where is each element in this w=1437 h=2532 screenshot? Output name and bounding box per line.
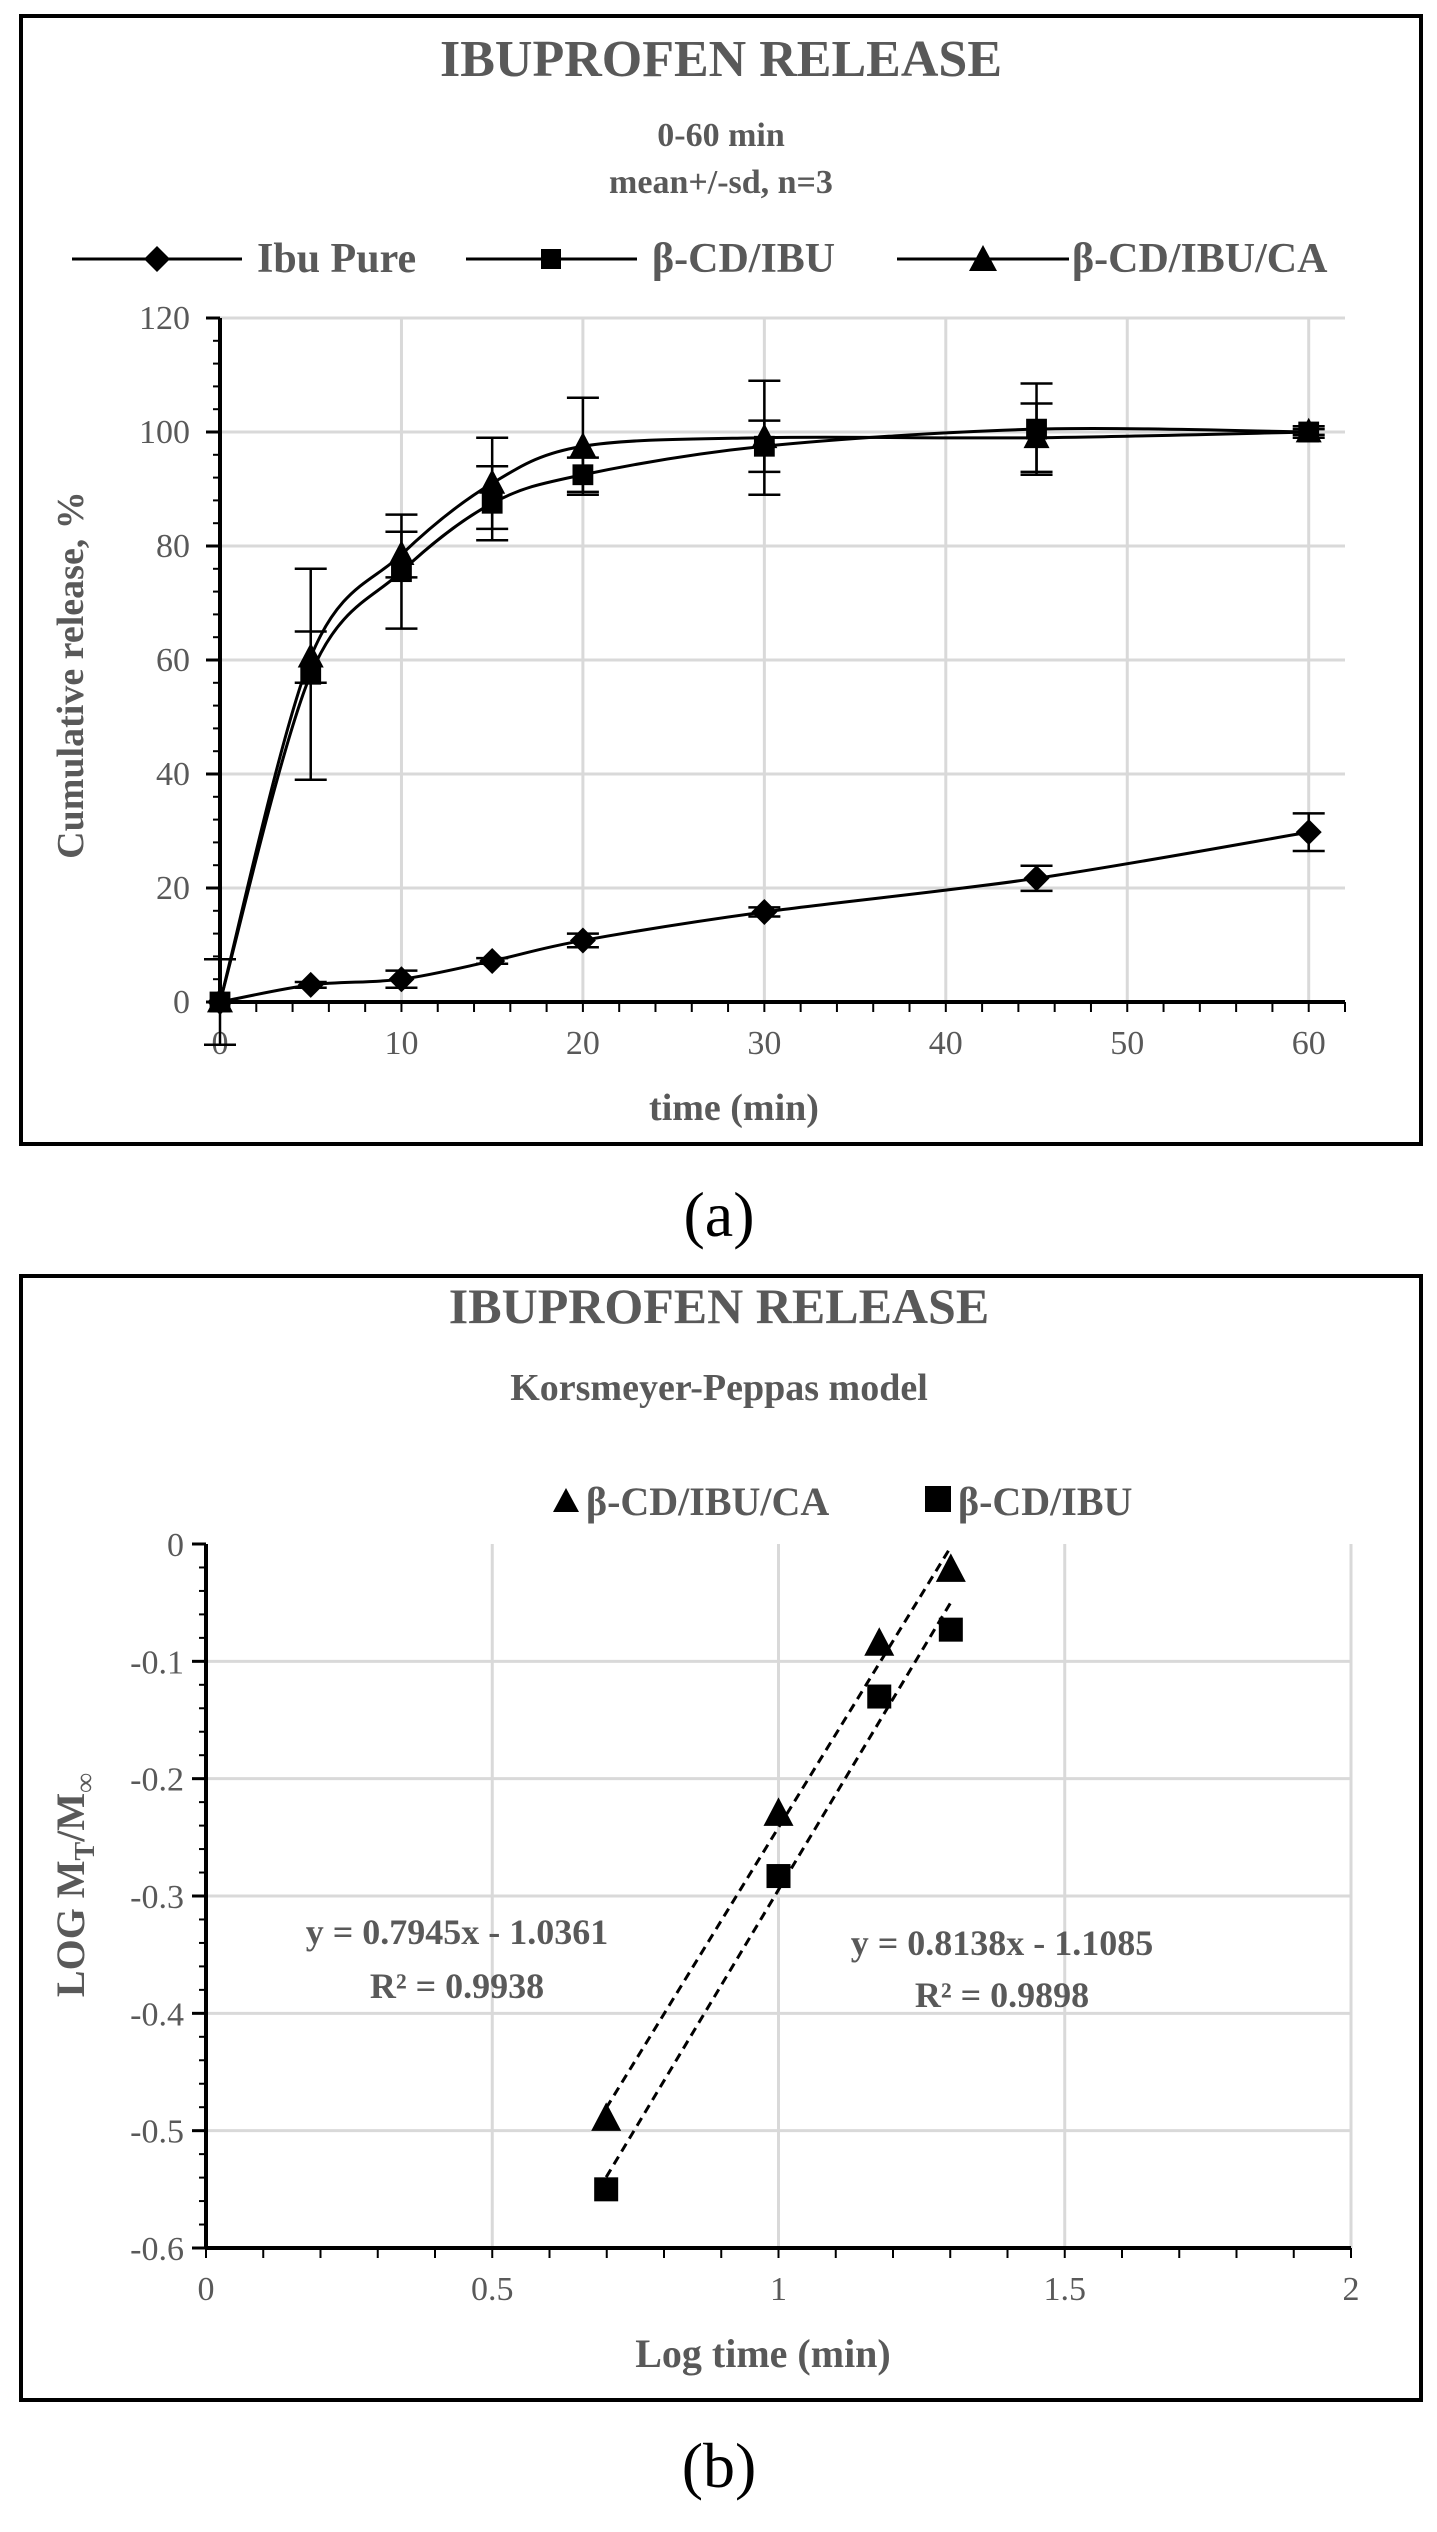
x-tick-label: 40 (929, 1025, 963, 1062)
chart-b-title: IBUPROFEN RELEASE (449, 1278, 989, 1334)
chart-a: IBUPROFEN RELEASE 0-60 min mean+/-sd, n=… (19, 14, 1423, 1146)
y-tick-label: -0.2 (130, 1762, 184, 1799)
y-tick-label: 60 (156, 642, 190, 679)
x-tick-label: 30 (747, 1025, 781, 1062)
square-marker-icon (925, 1486, 951, 1512)
x-tick-label: 0.5 (471, 2271, 514, 2308)
y-label-m: /M (48, 1793, 93, 1843)
y-label-main: LOG M (48, 1860, 93, 1997)
triangle-marker-icon (969, 245, 997, 271)
chart-b-series (591, 1553, 966, 2202)
equation-right-line2: R² = 0.9898 (915, 1975, 1089, 2015)
cd-ibu-ca-point (569, 431, 596, 457)
panel-label-b: (b) (682, 2430, 757, 2501)
legend-item-bcd-ibu: β-CD/IBU (466, 236, 835, 282)
cd-ibu-trendline (604, 1601, 953, 2178)
cd-ibu-ca-point (207, 987, 233, 1013)
y-tick-label: -0.5 (130, 2114, 184, 2151)
legend-label-bcd-ibu-ca: β-CD/IBU/CA (1072, 236, 1328, 282)
chart-b-axes (192, 1542, 1352, 2258)
cd-ibu-ca-trendline (604, 1546, 953, 2109)
cd-ibu-ca-point (479, 469, 506, 494)
chart-a-legend: Ibu Pure β-CD/IBU β-CD/IBU/CA (72, 236, 1328, 282)
chart-b-legend: β-CD/IBU/CA β-CD/IBU (553, 1479, 1132, 1524)
panel-label-a: (a) (683, 1179, 754, 1250)
y-tick-label: 20 (156, 870, 190, 907)
cd-ibu-ca-point (864, 1627, 895, 1656)
x-tick-label: 20 (566, 1025, 600, 1062)
legend-label-ibu-pure: Ibu Pure (257, 236, 416, 282)
cd-ibu-point (938, 1617, 963, 1642)
x-tick-label: 1.5 (1044, 2271, 1087, 2308)
chart-a-subtitle-2: mean+/-sd, n=3 (609, 164, 833, 201)
ibu-pure-point (569, 927, 596, 954)
chart-a-tick-labels: 0204060801001200102030405060 (139, 300, 1326, 1062)
y-tick-label: -0.4 (130, 1996, 184, 2033)
chart-a-axes (206, 316, 1346, 1012)
y-tick-label: -0.3 (130, 1879, 184, 1916)
chart-b-frame (19, 1274, 1423, 2402)
chart-a-frame (19, 14, 1423, 1146)
cd-ibu-ca-point (591, 2102, 622, 2131)
y-label-subscript-inf: ∞ (70, 1773, 101, 1793)
ibu-pure-point (479, 947, 506, 974)
chart-a-subtitle-1: 0-60 min (657, 117, 785, 154)
cd-ibu-ca-point (763, 1797, 794, 1826)
y-label-subscript-t: T (70, 1841, 101, 1860)
square-marker-icon (541, 249, 561, 269)
x-tick-label: 60 (1292, 1025, 1326, 1062)
chart-b-grid (206, 1544, 1353, 2248)
chart-b-trendlines (604, 1546, 953, 2178)
legend-label-bcd-ibu: β-CD/IBU (958, 1479, 1132, 1524)
y-tick-label: 100 (139, 414, 190, 451)
cd-ibu-ca-point (388, 540, 415, 565)
x-tick-label: 10 (384, 1025, 418, 1062)
y-tick-label: 120 (139, 300, 190, 337)
cd-ibu-ca-point (297, 642, 324, 668)
y-tick-label: -0.6 (130, 2231, 184, 2268)
chart-b-y-axis-label: LOG MT/M∞ (48, 1773, 101, 1997)
chart-a-x-axis-label: time (min) (649, 1087, 819, 1129)
chart-a-y-axis-label: Cumulative release, % (50, 491, 92, 859)
x-tick-label: 2 (1343, 2271, 1360, 2308)
x-tick-label: 0 (198, 2271, 215, 2308)
cd-ibu-point (766, 1864, 791, 1889)
chart-b-tick-labels: 0 -0.1 -0.2 -0.3 -0.4 -0.5 -0.6 0 0.5 1 1.5 2 (130, 1527, 1359, 2308)
chart-b: IBUPROFEN RELEASE Korsmeyer-Peppas model… (19, 1274, 1423, 2402)
chart-a-title: IBUPROFEN RELEASE (440, 31, 1002, 88)
chart-b-x-axis-label: Log time (min) (635, 2331, 891, 2376)
cd-ibu-ca-point (935, 1553, 966, 1582)
cd-ibu-point (594, 2177, 619, 2202)
legend-label-bcd-ibu-ca: β-CD/IBU/CA (586, 1479, 829, 1524)
chart-a-series (204, 379, 1325, 1046)
legend-item-ibu-pure: Ibu Pure (72, 236, 416, 282)
ibu-pure-point (1023, 865, 1050, 892)
ibu-pure-line (219, 830, 1309, 1004)
y-tick-label: 40 (156, 756, 190, 793)
cd-ibu-ca-point (1023, 423, 1050, 449)
ibu-pure-point (1295, 819, 1322, 846)
equation-left-line2: R² = 0.9938 (370, 1966, 544, 2006)
cd-ibu-ca-point (751, 423, 778, 449)
y-tick-label: 0 (167, 1527, 184, 1564)
legend-item-bcd-ibu-ca: β-CD/IBU/CA (897, 236, 1328, 282)
cd-ibu-point (867, 1684, 892, 1709)
cd-ibu-ca-point (1295, 417, 1322, 443)
x-tick-label: 50 (1110, 1025, 1144, 1062)
y-tick-label: 0 (173, 984, 190, 1021)
equation-left-line1: y = 0.7945x - 1.0361 (306, 1912, 609, 1952)
diamond-marker-icon (144, 246, 170, 272)
triangle-marker-icon (553, 1488, 579, 1512)
equation-right-line1: y = 0.8138x - 1.1085 (851, 1923, 1154, 1963)
legend-label-bcd-ibu: β-CD/IBU (652, 236, 835, 282)
y-tick-label: 80 (156, 528, 190, 565)
y-tick-label: -0.1 (130, 1644, 184, 1681)
x-tick-label: 1 (770, 2271, 787, 2308)
ibu-pure-point (297, 971, 324, 998)
ibu-pure-point (388, 966, 415, 993)
chart-b-subtitle: Korsmeyer-Peppas model (510, 1367, 928, 1409)
ibu-pure-point (751, 898, 778, 925)
